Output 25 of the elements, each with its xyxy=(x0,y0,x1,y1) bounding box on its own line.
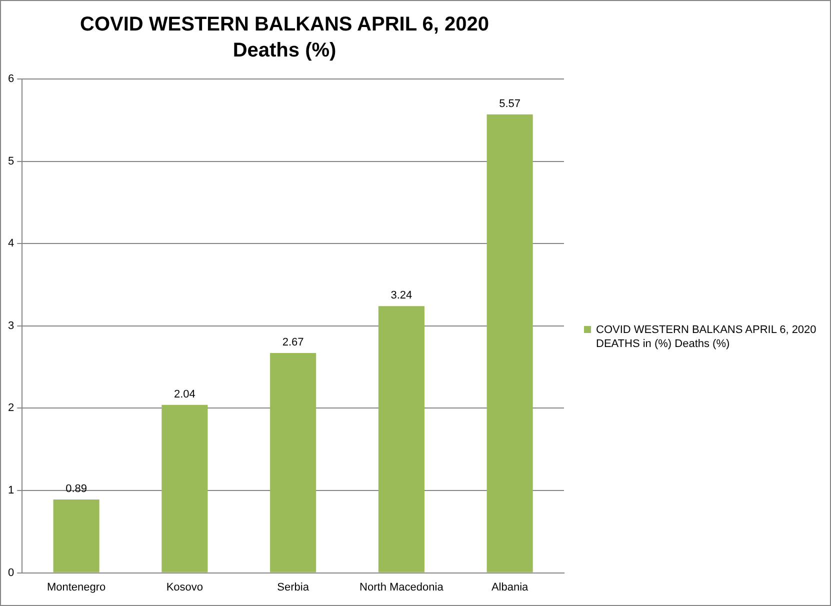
y-tick-label: 6 xyxy=(8,73,14,86)
bar xyxy=(270,353,316,572)
bar xyxy=(486,114,533,572)
y-tick-label: 5 xyxy=(8,155,14,168)
y-tick-label: 4 xyxy=(8,238,14,250)
data-label: 2.04 xyxy=(174,388,196,400)
legend-label: COVID WESTERN BALKANS APRIL 6, 2020 DEATHS in (%) Deaths (%) xyxy=(596,323,818,351)
x-tick-label: North Macedonia xyxy=(360,581,444,594)
y-tick-label: 1 xyxy=(8,484,14,497)
bar xyxy=(378,306,424,572)
bar xyxy=(53,500,100,572)
data-label: 3.24 xyxy=(390,290,412,302)
y-tick-label: 0 xyxy=(8,566,14,579)
chart-subtitle: Deaths (%) xyxy=(232,40,336,62)
chart-title: COVID WESTERN BALKANS APRIL 6, 2020 xyxy=(80,14,489,36)
data-label: 2.67 xyxy=(282,336,304,349)
y-tick-label: 2 xyxy=(8,402,14,414)
x-tick-label: Albania xyxy=(491,581,530,594)
data-label: 0.89 xyxy=(66,483,88,496)
bar xyxy=(162,404,208,572)
x-tick-label: Montenegro xyxy=(46,581,106,594)
y-tick-label: 3 xyxy=(8,320,14,332)
x-tick-label: Serbia xyxy=(277,581,310,594)
x-tick-label: Kosovo xyxy=(166,581,204,594)
data-label: 5.57 xyxy=(499,98,521,110)
